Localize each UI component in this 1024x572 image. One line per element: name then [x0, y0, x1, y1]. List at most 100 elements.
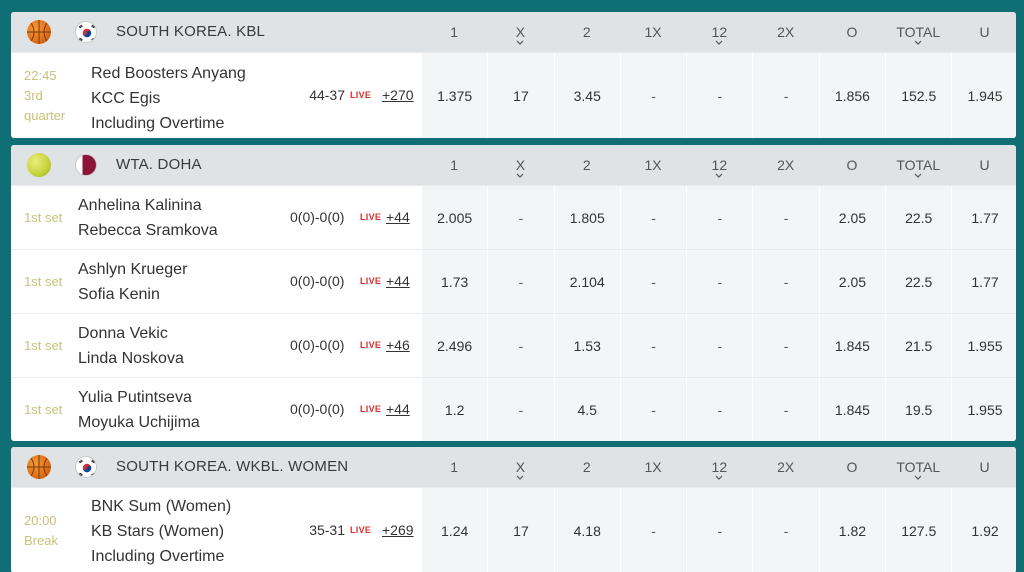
chevron-down-icon: [715, 473, 723, 481]
odds-cell-o[interactable]: 1.82: [818, 488, 886, 572]
odds-cell-1[interactable]: 1.73: [421, 250, 488, 313]
odds-cell-u[interactable]: 1.955: [951, 314, 1016, 377]
teams[interactable]: Yulia Putintseva Moyuka Uchijima: [78, 385, 200, 435]
league-header[interactable]: WTA. DOHA 1 X 2 1X 12 2X O TOTAL U: [11, 145, 1016, 185]
odds-cell-u[interactable]: 1.92: [951, 488, 1016, 572]
odds-cell-2[interactable]: 2.104: [553, 250, 620, 313]
teams[interactable]: Ashlyn Krueger Sofia Kenin: [78, 257, 187, 307]
odds-cell-total[interactable]: 152.5: [885, 53, 952, 138]
column-header-12[interactable]: 12: [686, 145, 752, 185]
more-markets-link[interactable]: +44: [386, 401, 410, 417]
south-korea-flag-icon: [75, 21, 97, 43]
team-name: Donna Vekic: [78, 325, 168, 342]
more-markets-link[interactable]: +44: [386, 273, 410, 289]
column-header-label: 12: [711, 24, 728, 40]
odds-cell-2[interactable]: 4.18: [553, 488, 620, 572]
odds-cell-o[interactable]: 1.845: [818, 378, 886, 441]
league-header[interactable]: SOUTH KOREA. KBL 1 X 2 1X 12 2X O TOTAL U: [11, 12, 1016, 52]
match-status: 1st set: [24, 208, 62, 228]
odds-cell-2[interactable]: 1.805: [553, 186, 620, 249]
odds-cell-2[interactable]: 3.45: [553, 53, 620, 138]
odds-cell-o[interactable]: 2.05: [818, 250, 886, 313]
event-row[interactable]: 1st set Anhelina Kalinina Rebecca Sramkova…: [11, 185, 1016, 249]
odds-cell-total[interactable]: 19.5: [885, 378, 952, 441]
column-header-o: O: [819, 145, 885, 185]
more-markets-link[interactable]: +270: [382, 87, 414, 103]
odds-cell-1x: -: [619, 488, 687, 572]
team-name: Ashlyn Krueger: [78, 261, 188, 278]
column-header-label: 1: [450, 24, 459, 40]
event-row[interactable]: 1st set Donna Vekic Linda Noskova 0(0)-0(0)…: [11, 313, 1016, 377]
column-header-x[interactable]: X: [487, 12, 553, 52]
odds-cell-12: -: [686, 186, 753, 249]
league-header[interactable]: SOUTH KOREA. WKBL. WOMEN 1 X 2 1X 12 2X O TOTAL U: [11, 447, 1016, 487]
column-header-12[interactable]: 12: [686, 447, 752, 487]
league-title[interactable]: SOUTH KOREA. WKBL. WOMEN: [116, 458, 349, 475]
column-header-label: TOTAL: [896, 24, 941, 40]
league-title[interactable]: SOUTH KOREA. KBL: [116, 23, 266, 40]
odds-cell-1[interactable]: 2.496: [421, 314, 488, 377]
column-header-12[interactable]: 12: [686, 12, 752, 52]
odds-cell-1[interactable]: 1.2: [421, 378, 488, 441]
column-header-label: 1X: [644, 24, 662, 40]
odds-cell-1[interactable]: 2.005: [421, 186, 488, 249]
score: 0(0)-0(0): [290, 273, 345, 289]
odds-cell-total[interactable]: 22.5: [885, 250, 952, 313]
event-row[interactable]: 22:45 3rd quarter Red Boosters Anyang KCC Eg…: [11, 52, 1016, 138]
odds-cell-u[interactable]: 1.77: [951, 186, 1016, 249]
live-badge: LIVE: [360, 276, 382, 286]
column-header-total[interactable]: TOTAL: [885, 12, 951, 52]
column-header-x[interactable]: X: [487, 145, 553, 185]
more-markets-link[interactable]: +44: [386, 209, 410, 225]
odds-cell-total[interactable]: 21.5: [885, 314, 952, 377]
column-header-total[interactable]: TOTAL: [885, 447, 951, 487]
odds-cell-x[interactable]: 17: [487, 488, 554, 572]
odds-cell-2[interactable]: 4.5: [553, 378, 620, 441]
odds-cell-total[interactable]: 127.5: [885, 488, 952, 572]
score: 0(0)-0(0): [290, 337, 345, 353]
odds-cell-u[interactable]: 1.955: [951, 378, 1016, 441]
odds-cell-1x: -: [619, 314, 687, 377]
odds-cell-u[interactable]: 1.77: [951, 250, 1016, 313]
column-header-label: X: [515, 24, 526, 40]
live-badge: LIVE: [350, 525, 372, 535]
match-status-line: 22:45: [24, 68, 57, 83]
teams[interactable]: BNK Sum (Women) KB Stars (Women) Including…: [91, 494, 231, 569]
chevron-down-icon: [516, 38, 524, 46]
odds-cell-total[interactable]: 22.5: [885, 186, 952, 249]
odds-cell-2[interactable]: 1.53: [553, 314, 620, 377]
teams[interactable]: Red Boosters Anyang KCC Egis Including Ove…: [91, 61, 246, 136]
match-status-line: 1st set: [24, 210, 63, 225]
more-markets-link[interactable]: +269: [382, 522, 414, 538]
teams[interactable]: Donna Vekic Linda Noskova: [78, 321, 184, 371]
column-header-2: 2: [554, 145, 620, 185]
odds-cell-1[interactable]: 1.24: [421, 488, 488, 572]
column-header-total[interactable]: TOTAL: [885, 145, 951, 185]
column-header-x[interactable]: X: [487, 447, 553, 487]
odds-cell-x[interactable]: 17: [487, 53, 554, 138]
event-row[interactable]: 20:00 Break BNK Sum (Women) KB Stars (Women…: [11, 487, 1016, 572]
odds-cell-o[interactable]: 2.05: [818, 186, 886, 249]
more-markets-link[interactable]: +46: [386, 337, 410, 353]
match-status-line: 1st set: [24, 338, 63, 353]
odds-cell-u[interactable]: 1.945: [951, 53, 1016, 138]
league-title[interactable]: WTA. DOHA: [116, 156, 202, 173]
event-row[interactable]: 1st set Yulia Putintseva Moyuka Uchijima 0(…: [11, 377, 1016, 441]
score: 0(0)-0(0): [290, 401, 345, 417]
event-row[interactable]: 1st set Ashlyn Krueger Sofia Kenin 0(0)-0(0…: [11, 249, 1016, 313]
match-status-line: 3rd: [24, 88, 43, 103]
odds-cell-o[interactable]: 1.845: [818, 314, 886, 377]
team-name: Rebecca Sramkova: [78, 222, 218, 239]
column-header-1x: 1X: [620, 447, 686, 487]
odds-cell-1[interactable]: 1.375: [421, 53, 488, 138]
odds-cell-o[interactable]: 1.856: [818, 53, 886, 138]
market-note: Including Overtime: [91, 115, 225, 132]
column-header-label: U: [979, 157, 990, 173]
teams[interactable]: Anhelina Kalinina Rebecca Sramkova: [78, 193, 218, 243]
live-badge: LIVE: [360, 404, 382, 414]
column-header-label: 1X: [644, 157, 662, 173]
column-header-label: U: [979, 459, 990, 475]
column-header-o: O: [819, 447, 885, 487]
odds-cell-x: -: [487, 314, 554, 377]
team-name: Moyuka Uchijima: [78, 414, 200, 431]
